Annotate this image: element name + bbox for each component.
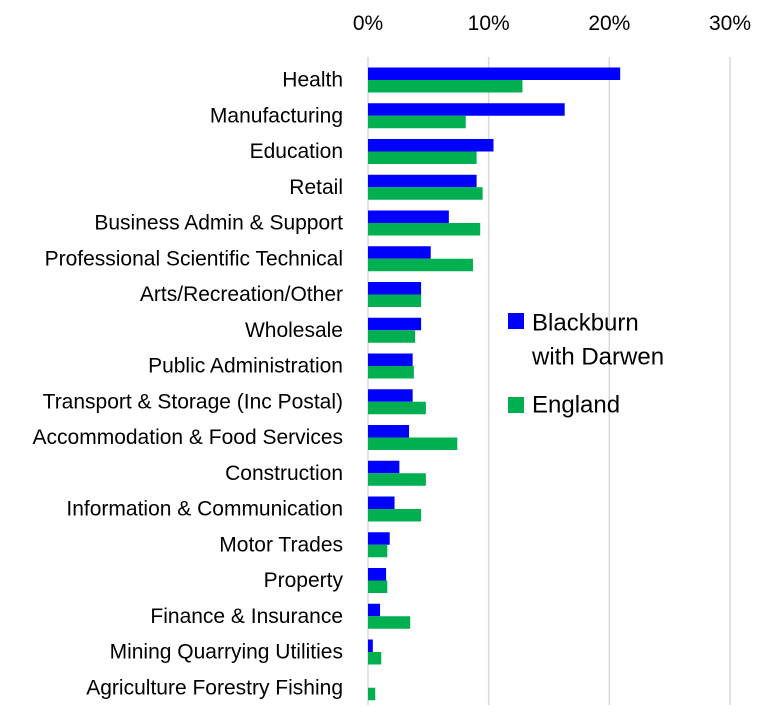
category-label: Business Admin & Support (94, 212, 343, 235)
bar-england (368, 580, 388, 593)
bar-england (368, 437, 458, 450)
x-tick-label: 10% (468, 12, 510, 35)
bar-england (368, 366, 414, 379)
bar-blackburn (368, 460, 400, 474)
legend: Blackburn with Darwen England (508, 310, 664, 419)
category-label: Arts/Recreation/Other (140, 283, 343, 306)
bar-england (368, 187, 483, 200)
category-labels: Health Manufacturing Education Retail Busine… (33, 69, 344, 700)
category-label: Information & Communication (66, 498, 343, 521)
category-label: Accommodation & Food Services (33, 426, 343, 449)
category-label: Agriculture Forestry Fishing (86, 676, 343, 699)
bar-blackburn (368, 568, 387, 581)
bar-blackburn (368, 210, 449, 223)
bar-blackburn (368, 67, 621, 80)
legend-label: Blackburn (532, 310, 639, 337)
legend-swatch (508, 313, 524, 329)
bar-blackburn (368, 139, 494, 152)
bar-england (368, 473, 426, 486)
bar-england (368, 294, 422, 307)
category-label: Professional Scientific Technical (45, 247, 343, 270)
bar-england (368, 616, 411, 629)
legend-label: England (532, 392, 620, 419)
x-tick-label: 0% (353, 12, 383, 35)
bar-blackburn (368, 389, 413, 402)
bar-blackburn (368, 246, 431, 259)
category-label: Construction (225, 462, 343, 485)
category-label: Health (282, 69, 343, 92)
bars (368, 67, 621, 701)
category-label: Manufacturing (210, 104, 343, 127)
bar-blackburn (368, 496, 395, 509)
bar-blackburn (368, 425, 410, 438)
x-axis-tick-labels: 0% 10% 20% 30% (353, 12, 751, 35)
bar-blackburn (368, 603, 381, 617)
bar-blackburn (368, 353, 413, 366)
category-label: Finance & Insurance (150, 605, 343, 628)
bar-england (368, 223, 481, 236)
bar-england (368, 652, 382, 665)
bar-england (368, 509, 422, 522)
bar-blackburn (368, 639, 373, 652)
x-tick-label: 20% (588, 12, 630, 35)
bar-blackburn (368, 103, 565, 116)
category-label: Mining Quarrying Utilities (110, 641, 343, 664)
bar-england (368, 330, 416, 343)
bar-blackburn (368, 317, 422, 331)
category-label: Public Administration (148, 355, 343, 378)
category-label: Retail (289, 176, 343, 199)
category-label: Education (250, 140, 343, 163)
x-tick-label: 30% (709, 12, 751, 35)
bar-england (368, 258, 473, 272)
category-label: Property (264, 569, 344, 592)
category-label: Wholesale (245, 319, 343, 342)
bar-england (368, 151, 477, 164)
bar-blackburn (368, 282, 422, 295)
gridlines (367, 57, 731, 705)
bar-blackburn (368, 174, 477, 188)
bar-england (368, 115, 466, 129)
category-label: Transport & Storage (Inc Postal) (43, 390, 343, 413)
legend-label: with Darwen (531, 344, 664, 371)
bar-england (368, 80, 523, 93)
bar-blackburn (368, 532, 390, 545)
bar-england (368, 544, 388, 558)
category-label: Motor Trades (219, 533, 343, 556)
bar-england (368, 687, 376, 701)
bar-england (368, 401, 426, 415)
legend-swatch (508, 397, 524, 413)
